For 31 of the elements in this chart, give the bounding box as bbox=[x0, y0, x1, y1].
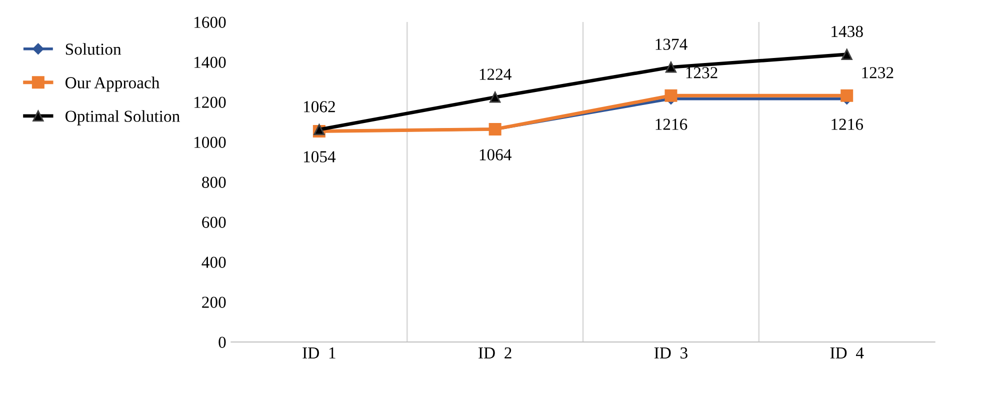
point bbox=[841, 48, 852, 60]
data-label: 1232 bbox=[686, 67, 718, 78]
y-tick-label: 1000 bbox=[194, 136, 226, 148]
y-tick-label: 1200 bbox=[194, 96, 226, 108]
point bbox=[490, 92, 501, 103]
data-label: 1224 bbox=[480, 68, 512, 80]
x-tick-label: ID 4 bbox=[830, 347, 864, 358]
data-label: 1216 bbox=[832, 118, 864, 130]
y-tick-label: 800 bbox=[202, 176, 226, 188]
legend-label: Our Approach bbox=[66, 76, 160, 92]
y-tick-label: 0 bbox=[218, 336, 226, 348]
y-tick-label: 1600 bbox=[194, 16, 226, 28]
point bbox=[664, 89, 678, 102]
data-label: 1216 bbox=[656, 118, 688, 130]
data-label: 1054 bbox=[304, 151, 336, 162]
y-tick-label: 600 bbox=[202, 216, 226, 228]
data-label: 1374 bbox=[656, 38, 688, 50]
data-label: 1062 bbox=[304, 101, 335, 112]
y-tick-label: 200 bbox=[202, 296, 226, 308]
x-tick-label: ID 3 bbox=[654, 347, 688, 359]
legend-label: Solution bbox=[66, 43, 122, 55]
data-label: 1232 bbox=[862, 67, 894, 78]
point bbox=[665, 62, 677, 73]
point bbox=[840, 89, 854, 102]
legend-label: Optimal Solution bbox=[66, 110, 180, 126]
data-label: 1438 bbox=[832, 26, 863, 38]
x-tick-label: ID 1 bbox=[302, 347, 336, 358]
data-label: 1064 bbox=[480, 149, 512, 160]
y-tick-label: 400 bbox=[202, 256, 226, 268]
y-tick-label: 1400 bbox=[194, 56, 226, 68]
x-tick-label: ID 2 bbox=[478, 347, 512, 358]
